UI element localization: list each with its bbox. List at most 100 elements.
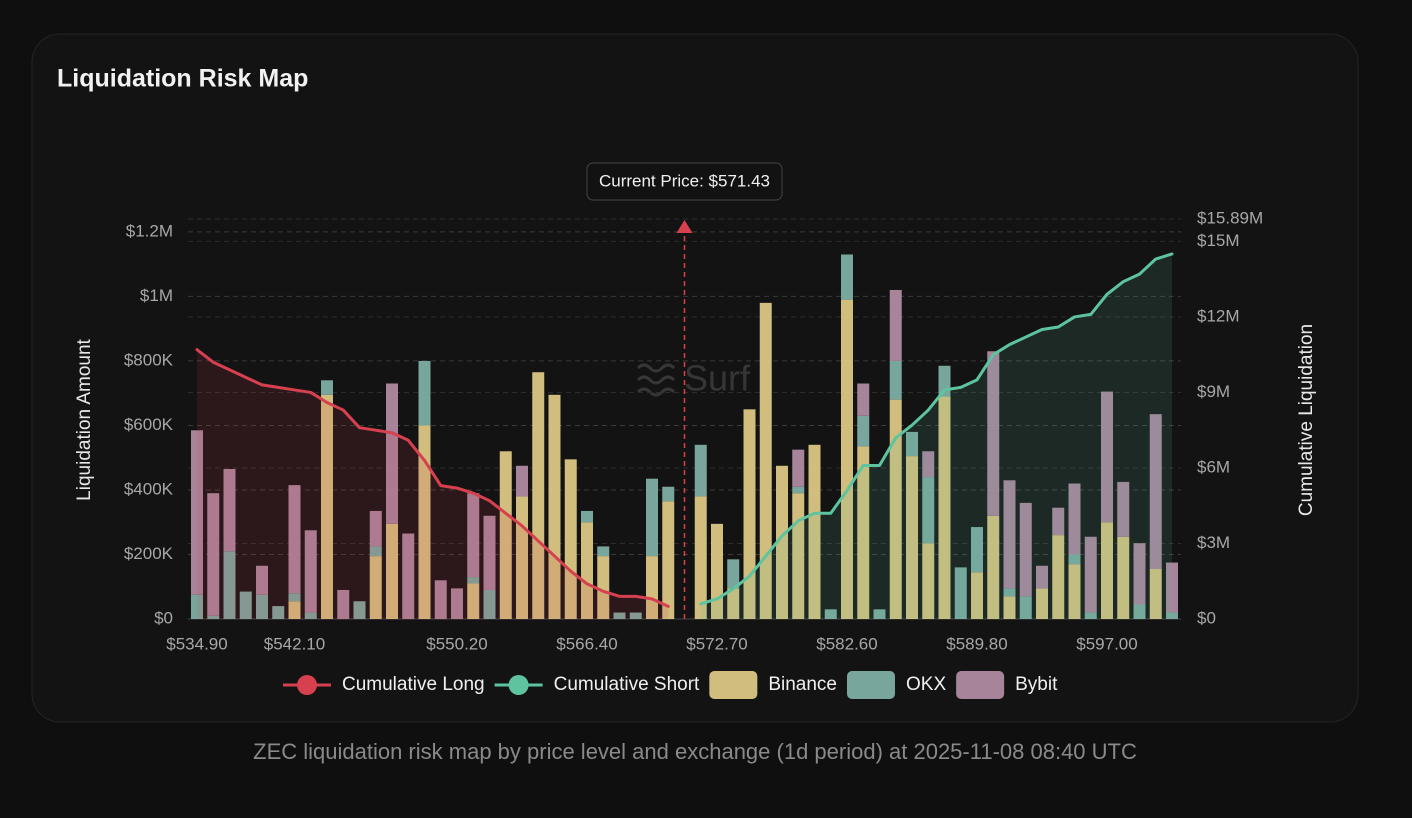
bar-segment <box>743 409 756 619</box>
plot: $0 $200K $400K $600K $800K $1M $1.2M $0 $3M $6M $9… <box>124 162 1263 699</box>
y-tick-label: $1M <box>140 286 173 305</box>
bar-segment <box>727 559 740 589</box>
bar-segment <box>256 565 268 595</box>
bar-segment <box>1117 536 1130 619</box>
bar-segment <box>288 485 301 594</box>
y-tick-label: $0 <box>154 608 173 627</box>
y-tick-label: $800K <box>124 350 174 369</box>
bar-segment <box>1052 535 1065 619</box>
legend-item: OKX <box>847 671 946 699</box>
bar-segment <box>483 515 496 590</box>
x-tick-label: $589.80 <box>946 634 1007 653</box>
bar-segment <box>467 583 480 619</box>
bar-segment <box>792 449 805 487</box>
bar-segment <box>922 477 935 544</box>
bar-segment <box>1068 564 1081 619</box>
bar-segment <box>321 380 333 395</box>
annotation: Current Price: $571.43 <box>599 171 770 190</box>
legend-item: Cumulative Long <box>283 674 485 695</box>
legend-label: Cumulative Long <box>342 674 485 695</box>
bar-segment <box>1149 414 1162 569</box>
bar-segment <box>629 612 642 619</box>
legend-item: Cumulative Short <box>494 674 700 695</box>
bar-segment <box>564 459 577 619</box>
watermark-logo <box>636 363 676 397</box>
bar-segment <box>207 615 220 619</box>
bar-segment <box>646 478 658 557</box>
cumulative-line <box>699 252 1174 606</box>
legend-label: Binance <box>768 674 837 695</box>
bar-segment <box>1003 480 1016 589</box>
bar-segment <box>369 556 382 619</box>
chart-title: Liquidation Risk Map <box>57 65 308 93</box>
bar-segment <box>337 589 350 619</box>
bar-segment <box>288 601 301 619</box>
legend-label: OKX <box>906 674 946 695</box>
bar-segment <box>889 289 902 361</box>
bar-segment <box>304 612 317 619</box>
bar-segment <box>841 299 853 619</box>
bar-segment <box>1166 562 1178 613</box>
legend-marker <box>297 675 317 695</box>
bar-segment <box>906 431 918 457</box>
bar-segment <box>191 594 203 619</box>
y-tick-label: $1.2M <box>126 221 173 240</box>
annotation-box <box>586 162 783 201</box>
bar-segment <box>418 425 431 619</box>
bar-segment <box>1133 543 1146 605</box>
bar-segment <box>434 580 447 619</box>
bar-segment <box>841 254 853 300</box>
y-tick-label: $600K <box>124 415 174 434</box>
bar-segment <box>889 360 902 400</box>
bar-segment <box>1101 522 1113 619</box>
bar-segment <box>516 465 528 497</box>
bar-segment <box>938 396 951 619</box>
bar-segment <box>1084 536 1097 613</box>
bar-segment <box>808 444 821 619</box>
bar-segment <box>1019 596 1032 619</box>
y2-tick-label: $0 <box>1197 608 1216 627</box>
bar-segment <box>191 430 203 595</box>
bar-segment <box>759 302 772 619</box>
bar-segment <box>922 543 935 619</box>
y-tick-label: $200K <box>124 544 174 563</box>
legend-swatch <box>709 671 758 699</box>
bar-segment <box>613 612 626 619</box>
watermark: Surf <box>636 358 751 399</box>
bar-segment <box>954 567 967 619</box>
x-tick-label: $542.10 <box>264 634 325 653</box>
bar-segment <box>597 556 610 619</box>
current-price-arrow <box>676 220 693 233</box>
y2-axis-title: Cumulative Liquidation <box>1296 324 1317 516</box>
bar-segment <box>353 601 366 619</box>
bar-segment <box>499 451 512 619</box>
bar-segment <box>369 510 382 547</box>
bar-segment <box>223 469 236 552</box>
bar-segment <box>1101 391 1113 523</box>
bar-segment <box>288 593 301 602</box>
bar-segment <box>402 533 415 619</box>
x-tick-label: $572.70 <box>686 634 747 653</box>
cumulative-area <box>700 253 1172 620</box>
watermark-text: Surf <box>684 358 751 399</box>
bar-segment <box>418 360 431 426</box>
bar-segment <box>727 588 740 619</box>
bar-segment <box>922 451 935 478</box>
x-tick-label: $550.20 <box>426 634 487 653</box>
bar-segment <box>1149 569 1162 619</box>
x-tick-label: $582.60 <box>816 634 877 653</box>
legend-label: Bybit <box>1015 674 1058 695</box>
bar-segment <box>532 372 545 619</box>
bar-segment <box>239 591 252 619</box>
bar-segment <box>906 456 918 619</box>
bar-segment <box>889 399 902 619</box>
bar-segment <box>304 530 317 613</box>
bar-segment <box>857 415 870 447</box>
bar-segment <box>857 446 870 619</box>
bar-segment <box>581 510 593 523</box>
cumulative-area <box>197 349 669 619</box>
x-tick-label: $597.00 <box>1076 634 1137 653</box>
bar-segment <box>1117 481 1130 537</box>
bar-segment <box>792 486 805 494</box>
